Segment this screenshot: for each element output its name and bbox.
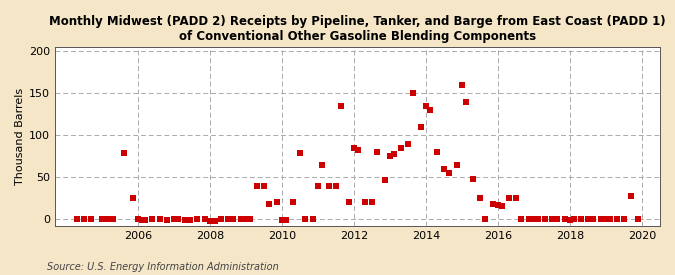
Point (529, 217, 539, 221)
Point (396, 145, 406, 150)
Point (277, 218, 288, 222)
Point (161, 218, 172, 222)
Point (408, 91, 418, 95)
Point (415, 125, 426, 129)
Point (388, 152, 399, 156)
Point (601, 217, 612, 221)
Point (235, 217, 246, 221)
Point (264, 202, 275, 206)
Point (147, 217, 158, 221)
Point (210, 219, 221, 223)
Point (118, 151, 129, 155)
Point (307, 217, 318, 221)
Point (348, 145, 359, 150)
Point (547, 217, 558, 221)
Y-axis label: Thousand Barrels: Thousand Barrels (15, 88, 25, 185)
Point (618, 217, 629, 221)
Point (300, 217, 310, 221)
Point (180, 218, 190, 222)
Point (107, 217, 118, 221)
Point (402, 141, 413, 146)
Point (72, 217, 82, 221)
Point (185, 218, 196, 222)
Point (568, 217, 579, 221)
Point (564, 218, 575, 222)
Point (424, 108, 435, 112)
Point (271, 200, 282, 205)
Point (352, 148, 363, 152)
Point (372, 150, 383, 154)
Point (583, 217, 593, 221)
Point (633, 217, 644, 221)
Point (127, 196, 138, 200)
Point (86, 217, 97, 221)
Point (588, 217, 599, 221)
Point (626, 193, 637, 198)
Point (223, 217, 234, 221)
Point (532, 217, 543, 221)
Point (288, 200, 298, 205)
Point (552, 217, 563, 221)
Point (294, 151, 305, 155)
Point (523, 217, 534, 221)
Point (169, 217, 180, 221)
Point (496, 204, 507, 208)
Point (559, 217, 570, 221)
Point (595, 217, 606, 221)
Point (78, 217, 89, 221)
Point (467, 177, 478, 181)
Point (100, 217, 111, 221)
Point (359, 200, 370, 205)
Point (331, 183, 342, 188)
Point (516, 217, 526, 221)
Point (539, 217, 550, 221)
Point (456, 82, 467, 87)
Point (132, 217, 143, 221)
Point (612, 217, 622, 221)
Point (510, 196, 521, 200)
Point (460, 99, 471, 104)
Text: Source: U.S. Energy Information Administration: Source: U.S. Energy Information Administ… (47, 262, 279, 271)
Point (575, 217, 586, 221)
Point (336, 104, 347, 108)
Point (136, 218, 147, 222)
Point (451, 162, 462, 167)
Point (140, 218, 151, 222)
Title: Monthly Midwest (PADD 2) Receipts by Pipeline, Tanker, and Barge from East Coast: Monthly Midwest (PADD 2) Receipts by Pip… (49, 15, 666, 43)
Point (205, 219, 215, 223)
Point (385, 154, 396, 158)
Point (504, 196, 514, 200)
Point (259, 183, 269, 188)
Point (421, 104, 431, 108)
Point (367, 200, 377, 205)
Point (431, 150, 442, 154)
Point (192, 217, 202, 221)
Point (215, 217, 226, 221)
Point (240, 217, 251, 221)
Point (228, 217, 239, 221)
Point (444, 171, 455, 175)
Point (316, 162, 327, 167)
Point (379, 177, 390, 182)
Point (480, 217, 491, 221)
Point (604, 217, 615, 221)
Point (244, 217, 255, 221)
Point (251, 183, 262, 188)
Point (343, 200, 354, 205)
Point (154, 217, 165, 221)
Point (280, 218, 291, 222)
Point (313, 183, 323, 188)
Point (439, 167, 450, 171)
Point (475, 196, 485, 200)
Point (487, 202, 498, 206)
Point (493, 203, 504, 207)
Point (172, 217, 183, 221)
Point (199, 217, 210, 221)
Point (323, 183, 334, 188)
Point (104, 217, 115, 221)
Point (97, 217, 107, 221)
